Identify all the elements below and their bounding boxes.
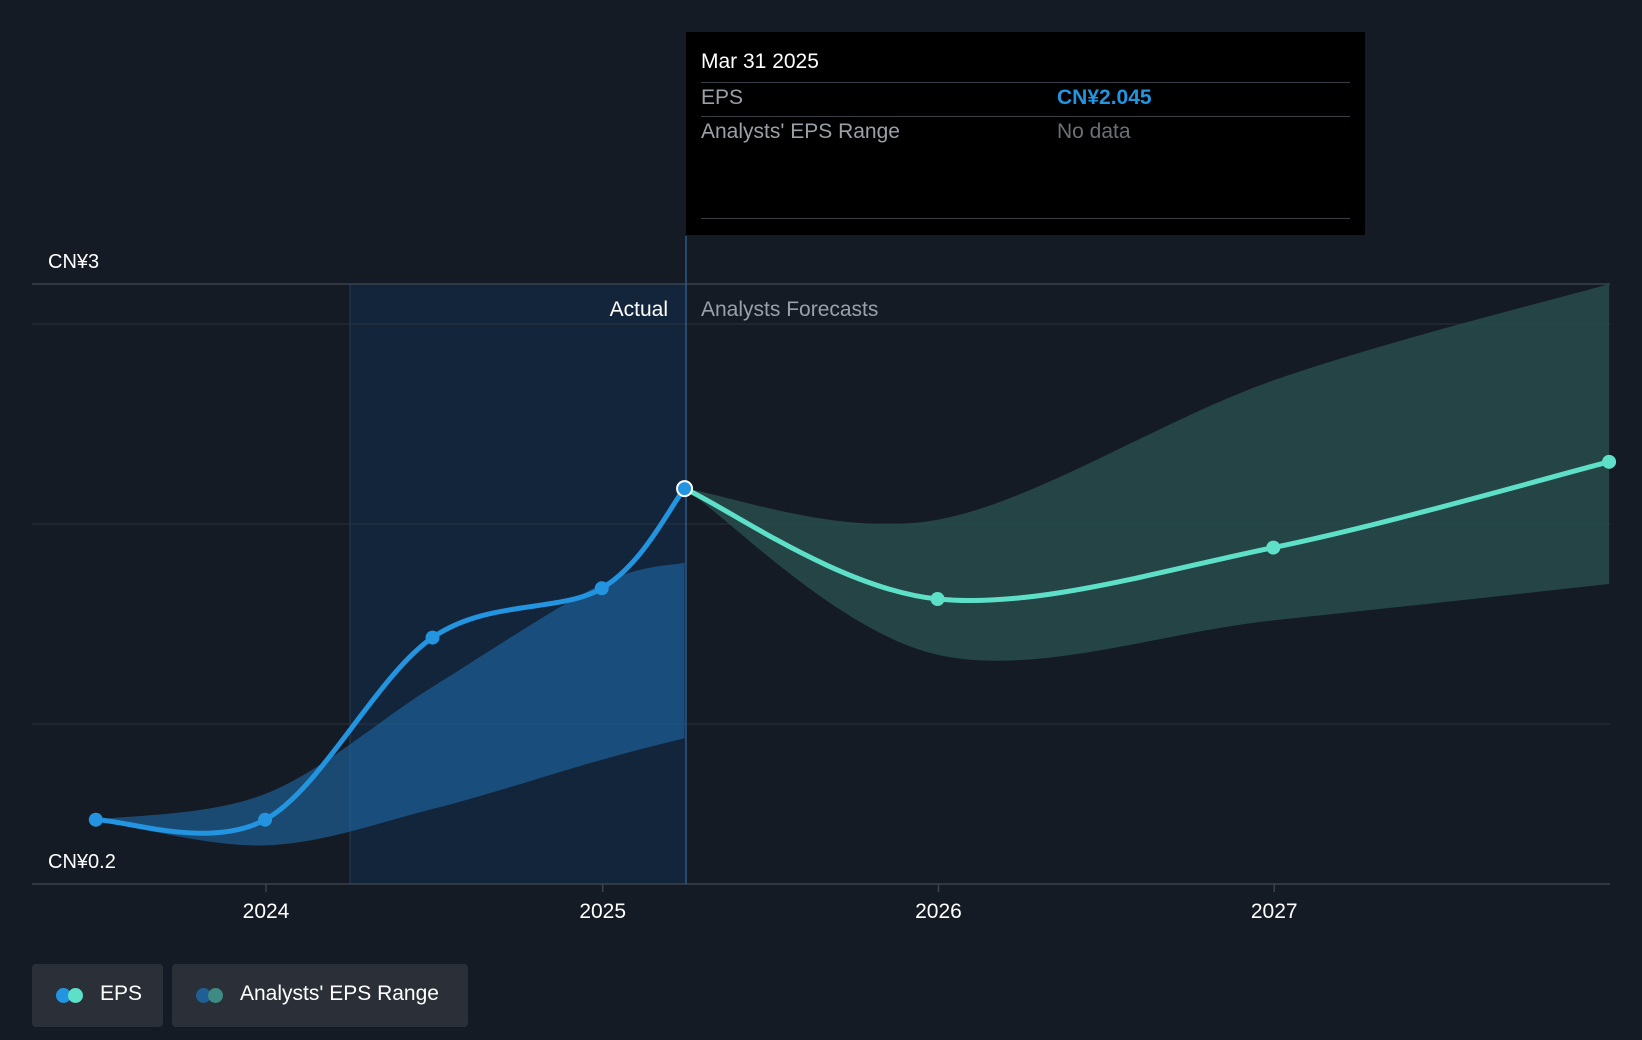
x-tick-label: 2024	[243, 900, 290, 923]
eps-forecast-line	[682, 459, 1612, 604]
eps-data-point	[1602, 454, 1617, 469]
tooltip-divider	[701, 116, 1350, 117]
actual-range-band	[95, 562, 685, 846]
x-tick-label: 2026	[915, 900, 962, 923]
eps-data-point	[425, 630, 440, 645]
legend-eps[interactable]: EPS	[32, 964, 163, 1027]
legend-range-label: Analysts' EPS Range	[240, 982, 439, 1005]
legend-range-forecast-swatch	[208, 988, 223, 1003]
eps-data-point	[594, 581, 609, 596]
eps-highlight-point	[676, 480, 694, 498]
tooltip-range-label: Analysts' EPS Range	[701, 120, 900, 143]
eps-data-point	[88, 812, 103, 827]
eps-data-point	[1266, 540, 1281, 555]
y-axis-bottom-label: CN¥0.2	[48, 851, 116, 873]
legend-eps-forecast-swatch	[68, 988, 83, 1003]
data-tooltip: Mar 31 2025 EPS CN¥2.045 Analysts' EPS R…	[686, 32, 1365, 235]
tooltip-eps-label: EPS	[701, 86, 744, 109]
y-axis-top-label: CN¥3	[48, 251, 99, 273]
tooltip-eps-value: CN¥2.045	[1057, 86, 1152, 109]
x-tick-label: 2025	[579, 900, 626, 923]
legend-analysts-range[interactable]: Analysts' EPS Range	[172, 964, 468, 1027]
legend-range-actual-swatch	[196, 988, 211, 1003]
x-tick-label: 2027	[1251, 900, 1298, 923]
legend-eps-actual-swatch	[56, 988, 71, 1003]
tooltip-date: Mar 31 2025	[701, 50, 819, 73]
legend-eps-label: EPS	[100, 982, 143, 1005]
forecast-range-band	[684, 284, 1610, 661]
eps-data-point	[930, 592, 945, 606]
tooltip-range-value: No data	[1057, 120, 1131, 143]
tooltip-divider	[701, 82, 1350, 83]
actual-region-label: Actual	[610, 298, 668, 321]
forecast-region-label: Analysts Forecasts	[701, 298, 878, 321]
eps-data-point	[258, 812, 273, 827]
eps-actual-line	[93, 486, 688, 836]
tooltip-divider	[701, 218, 1350, 219]
